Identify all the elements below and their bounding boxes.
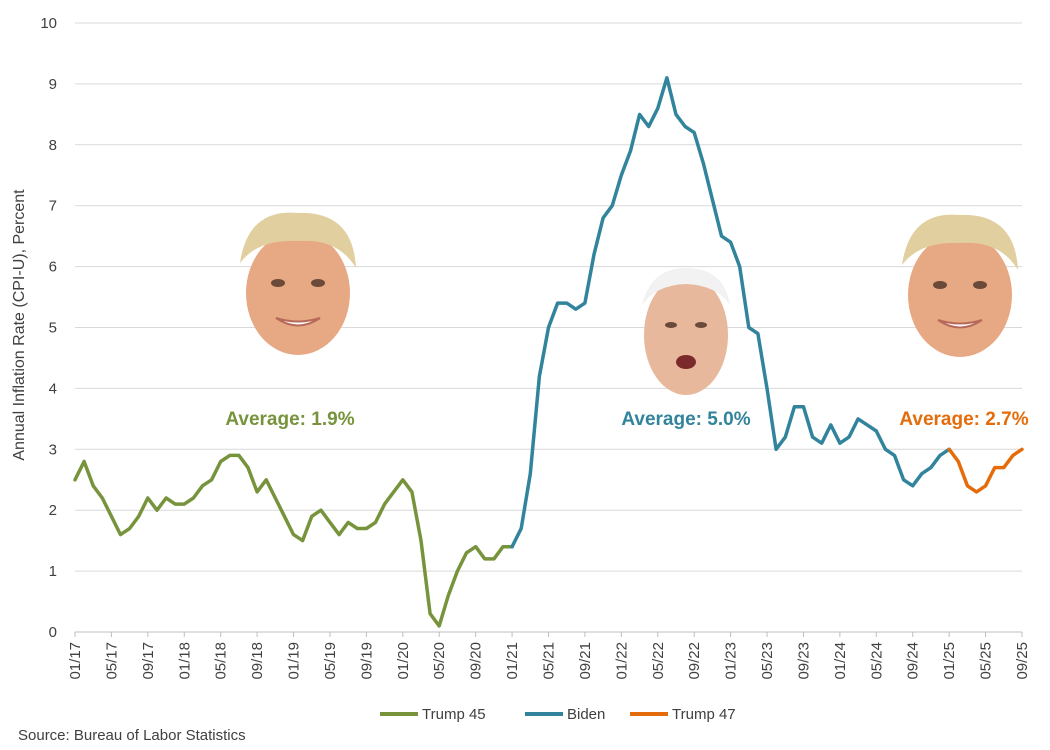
x-tick-label: 09/20 [468, 642, 485, 680]
x-tick-label: 09/19 [358, 642, 375, 680]
trump-47-portrait [902, 214, 1018, 357]
x-tick-label: 01/19 [286, 642, 303, 680]
x-tick-label: 05/19 [322, 642, 339, 680]
biden-average-label: Average: 5.0% [621, 409, 750, 430]
y-tick-label: 4 [49, 380, 57, 397]
y-tick-label: 2 [49, 502, 57, 519]
series-line-biden [510, 76, 951, 549]
x-tick-label: 09/21 [577, 642, 594, 680]
y-tick-labels: 0 1 2 3 4 5 6 7 8 9 10 [40, 15, 57, 641]
y-tick-label: 3 [49, 441, 57, 458]
x-tick-label: 05/22 [650, 642, 667, 680]
y-tick-label: 9 [49, 76, 57, 93]
x-tick-label: 05/18 [213, 642, 230, 680]
x-tick-label: 09/25 [1014, 642, 1031, 680]
x-tick-label: 01/20 [395, 642, 412, 680]
y-tick-label: 5 [49, 320, 57, 337]
series-lines [73, 76, 1024, 628]
x-tick-labels: 01/17 05/17 09/17 01/18 05/18 09/18 01/19 05/19… [67, 632, 1031, 680]
y-tick-label: 10 [40, 15, 57, 32]
series-line-trump-47 [947, 447, 1024, 494]
trump-47-average-label: Average: 2.7% [899, 409, 1028, 430]
x-tick-label: 05/20 [431, 642, 448, 680]
x-tick-label: 05/24 [868, 642, 885, 680]
x-tick-label: 01/17 [67, 642, 84, 680]
x-tick-label: 09/23 [795, 642, 812, 680]
y-axis-label: Annual Inflation Rate (CPI-U), Percent [11, 189, 28, 461]
x-tick-label: 05/17 [103, 642, 120, 680]
y-tick-label: 0 [49, 624, 57, 641]
x-tick-label: 09/24 [905, 642, 922, 680]
x-tick-label: 05/25 [978, 642, 995, 680]
y-tick-label: 6 [49, 259, 57, 276]
x-tick-label: 05/21 [541, 642, 558, 680]
y-tick-label: 8 [49, 137, 57, 154]
y-tick-label: 7 [49, 198, 57, 215]
x-tick-label: 09/22 [686, 642, 703, 680]
legend-label-biden: Biden [567, 706, 605, 723]
legend-label-trump-47: Trump 47 [672, 706, 736, 723]
x-tick-label: 01/23 [723, 642, 740, 680]
x-tick-label: 01/25 [941, 642, 958, 680]
biden-portrait [642, 268, 730, 395]
x-tick-label: 09/17 [140, 642, 157, 680]
series-line-trump-45 [73, 453, 514, 628]
x-tick-label: 01/21 [504, 642, 521, 680]
trump-45-portrait [240, 212, 356, 355]
x-tick-label: 05/23 [759, 642, 776, 680]
x-tick-label: 09/18 [249, 642, 266, 680]
legend: Trump 45 Biden Trump 47 [380, 706, 736, 723]
legend-label-trump-45: Trump 45 [422, 706, 486, 723]
source-note: Source: Bureau of Labor Statistics [18, 727, 246, 744]
x-tick-label: 01/24 [832, 642, 849, 680]
trump-45-average-label: Average: 1.9% [225, 409, 354, 430]
x-tick-label: 01/18 [176, 642, 193, 680]
x-tick-label: 01/22 [613, 642, 630, 680]
y-tick-label: 1 [49, 563, 57, 580]
